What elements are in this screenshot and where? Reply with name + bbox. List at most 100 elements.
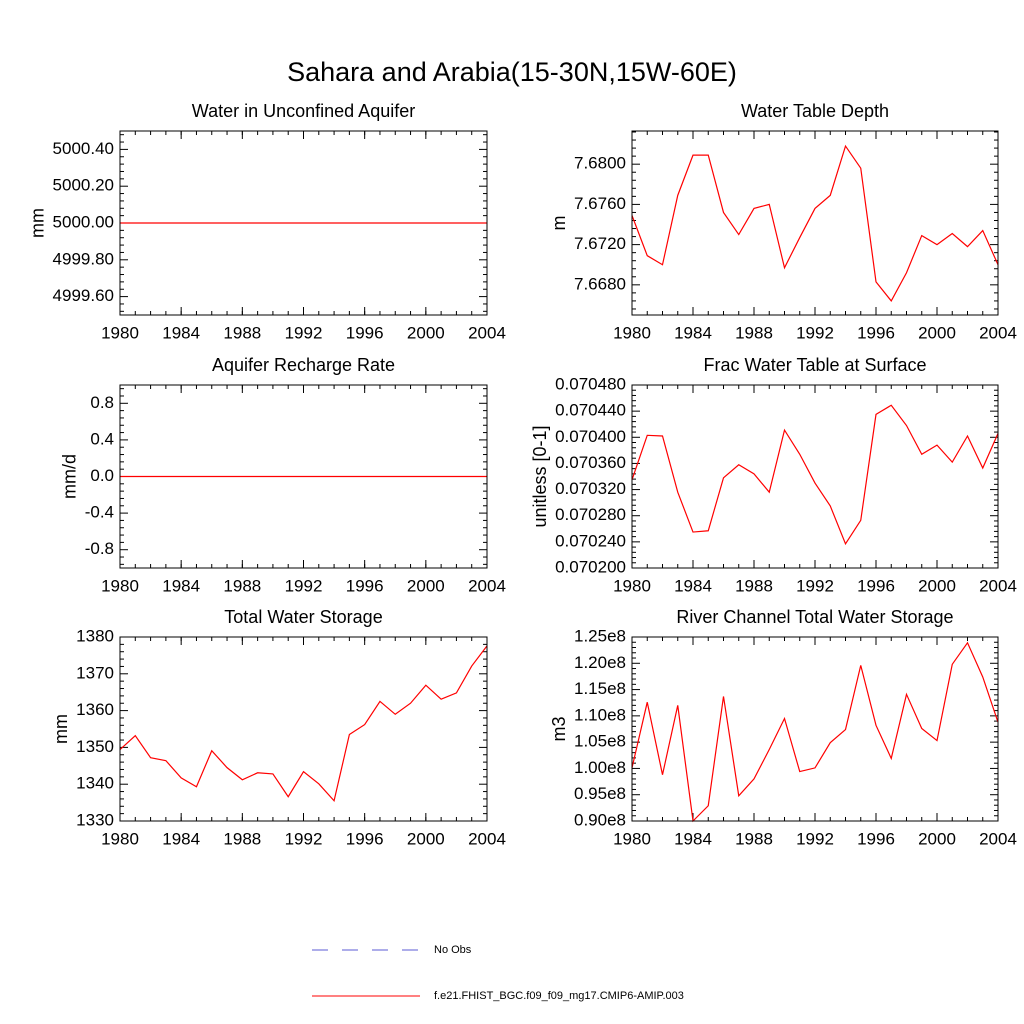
- y-tick-label: 1380: [76, 626, 114, 645]
- x-tick-label: 1980: [101, 576, 139, 595]
- y-tick-label: 1.15e8: [574, 679, 626, 698]
- x-tick-label: 1984: [162, 829, 200, 848]
- y-tick-label: 5000.20: [53, 176, 114, 195]
- x-tick-label: 1984: [674, 576, 712, 595]
- x-tick-label: 2004: [979, 576, 1017, 595]
- x-tick-label: 1984: [162, 323, 200, 342]
- y-tick-label: 5000.00: [53, 212, 114, 231]
- x-tick-label: 1996: [346, 323, 384, 342]
- x-tick-label: 1984: [674, 323, 712, 342]
- y-tick-label: 0.070400: [555, 427, 626, 446]
- y-tick-label: -0.4: [85, 503, 114, 522]
- x-tick-label: 1988: [735, 829, 773, 848]
- plot-frame: [631, 636, 999, 822]
- y-axis-label: unitless [0-1]: [530, 425, 550, 527]
- x-tick-label: 2004: [979, 323, 1017, 342]
- plot-frame: [119, 130, 488, 316]
- x-tick-label: 1988: [223, 829, 261, 848]
- legend-label: f.e21.FHIST_BGC.f09_f09_mg17.CMIP6-AMIP.…: [434, 990, 684, 1002]
- y-tick-label: 0.070440: [555, 401, 626, 420]
- x-tick-label: 2004: [468, 576, 506, 595]
- x-tick-label: 1992: [285, 829, 323, 848]
- x-tick-label: 1992: [796, 576, 834, 595]
- x-tick-label: 2000: [407, 576, 445, 595]
- y-tick-label: 1.25e8: [574, 626, 626, 645]
- x-tick-label: 1980: [613, 829, 651, 848]
- x-tick-label: 1984: [162, 576, 200, 595]
- y-tick-label: 1.00e8: [574, 758, 626, 777]
- x-tick-label: 1996: [346, 576, 384, 595]
- x-tick-label: 1996: [857, 576, 895, 595]
- y-tick-label: 0.070480: [555, 374, 626, 393]
- y-tick-label: 1370: [76, 663, 114, 682]
- y-tick-label: 0.8: [90, 393, 114, 412]
- panel-title: River Channel Total Water Storage: [676, 607, 953, 627]
- y-tick-label: 4999.80: [53, 249, 114, 268]
- plot-frame: [119, 384, 488, 569]
- figure-title: Sahara and Arabia(15-30N,15W-60E): [287, 57, 737, 87]
- y-tick-label: 0.0: [90, 466, 114, 485]
- y-tick-label: 1.10e8: [574, 705, 626, 724]
- x-tick-label: 1980: [613, 576, 651, 595]
- panel-title: Aquifer Recharge Rate: [212, 355, 395, 375]
- y-tick-label: 1350: [76, 737, 114, 756]
- y-axis-label: mm: [51, 714, 71, 744]
- plot-frame: [119, 636, 488, 822]
- panel-title: Water Table Depth: [741, 101, 889, 121]
- y-tick-label: 0.070360: [555, 453, 626, 472]
- x-tick-label: 1996: [346, 829, 384, 848]
- x-tick-label: 1988: [223, 323, 261, 342]
- data-line: [119, 645, 488, 803]
- x-tick-label: 1992: [285, 323, 323, 342]
- y-tick-label: 0.070200: [555, 557, 626, 576]
- x-tick-label: 2000: [918, 323, 956, 342]
- x-tick-label: 2004: [979, 829, 1017, 848]
- y-tick-label: 0.070240: [555, 531, 626, 550]
- x-tick-label: 2004: [468, 323, 506, 342]
- x-tick-label: 1980: [101, 829, 139, 848]
- data-line: [631, 404, 999, 546]
- y-tick-label: 0.90e8: [574, 810, 626, 829]
- x-tick-label: 1992: [285, 576, 323, 595]
- y-tick-label: 7.6800: [574, 154, 626, 173]
- x-tick-label: 1980: [613, 323, 651, 342]
- y-tick-label: 7.6680: [574, 274, 626, 293]
- x-tick-label: 1992: [796, 323, 834, 342]
- x-tick-label: 1996: [857, 829, 895, 848]
- x-tick-label: 2000: [407, 323, 445, 342]
- y-tick-label: 5000.40: [53, 139, 114, 158]
- y-tick-label: 0.4: [90, 429, 114, 448]
- x-tick-label: 2000: [918, 829, 956, 848]
- panel-title: Water in Unconfined Aquifer: [192, 101, 415, 121]
- plot-frame: [631, 130, 999, 316]
- y-tick-label: 1330: [76, 810, 114, 829]
- x-tick-label: 2000: [918, 576, 956, 595]
- y-tick-label: 1.20e8: [574, 653, 626, 672]
- y-axis-label: m: [549, 216, 569, 231]
- panel-title: Frac Water Table at Surface: [703, 355, 926, 375]
- y-axis-label: mm: [27, 208, 47, 238]
- y-tick-label: 1360: [76, 700, 114, 719]
- y-tick-label: 1.05e8: [574, 732, 626, 751]
- x-tick-label: 1984: [674, 829, 712, 848]
- x-tick-label: 1992: [796, 829, 834, 848]
- y-axis-label: m3: [549, 716, 569, 741]
- y-tick-label: 7.6760: [574, 194, 626, 213]
- x-tick-label: 1988: [223, 576, 261, 595]
- y-tick-label: 4999.60: [53, 286, 114, 305]
- y-tick-label: 0.95e8: [574, 784, 626, 803]
- y-axis-label: mm/d: [59, 454, 79, 499]
- x-tick-label: 2000: [407, 829, 445, 848]
- x-tick-label: 2004: [468, 829, 506, 848]
- x-tick-label: 1988: [735, 576, 773, 595]
- legend-label: No Obs: [434, 944, 472, 956]
- data-line: [631, 144, 999, 303]
- panel-title: Total Water Storage: [224, 607, 382, 627]
- x-tick-label: 1996: [857, 323, 895, 342]
- y-tick-label: 0.070280: [555, 505, 626, 524]
- y-tick-label: -0.8: [85, 539, 114, 558]
- plot-frame: [631, 384, 999, 569]
- x-tick-label: 1980: [101, 323, 139, 342]
